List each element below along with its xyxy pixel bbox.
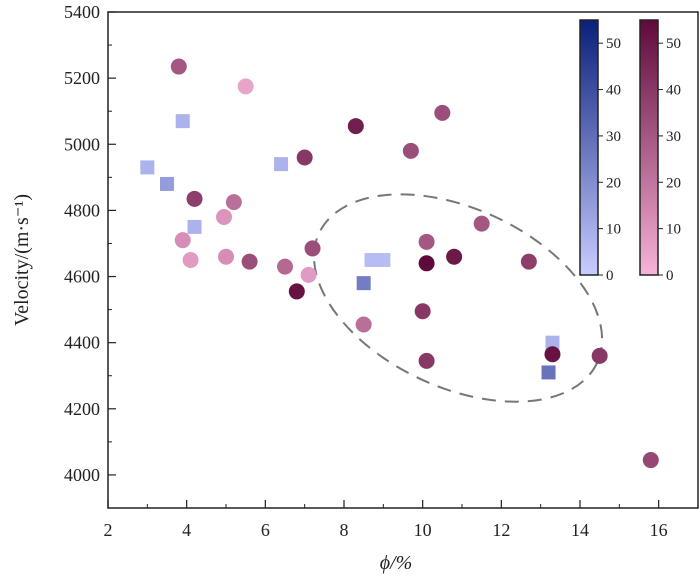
x-tick-label: 10: [414, 520, 432, 540]
data-point-square: [541, 365, 556, 380]
data-point-square: [545, 335, 560, 350]
data-point-circle: [225, 194, 242, 211]
plot-frame: [107, 11, 699, 509]
y-tick-label: 5400: [64, 2, 100, 22]
data-point-circle: [218, 248, 234, 265]
data-point-circle: [304, 240, 321, 257]
colorbar-tick-label: 50: [666, 36, 681, 52]
data-point-circle: [418, 255, 435, 272]
data-point-circle: [241, 253, 258, 270]
data-point-circle: [355, 316, 372, 333]
colorbar-tick-label: 10: [666, 222, 681, 238]
data-point-circle: [288, 283, 305, 300]
data-point-circle: [544, 346, 561, 363]
y-tick-label: 5000: [64, 134, 100, 154]
colorbar-square-series: 0 10 20 30 40 50: [579, 19, 621, 284]
colorbar-tick-label: 50: [606, 36, 621, 52]
data-point-circle: [591, 347, 608, 364]
y-tick-label: 5200: [64, 68, 100, 88]
data-point-circle: [402, 142, 419, 159]
data-point-circle: [174, 232, 191, 249]
y-tick-label: 4200: [64, 399, 100, 419]
x-tick-label: 14: [571, 520, 589, 540]
colorbars: 0 10 20 30 40 50 0 10 20 30 40 50: [579, 19, 681, 284]
data-point-circle: [414, 303, 431, 320]
colorbar-gradient: [579, 19, 599, 276]
data-point-square: [175, 114, 190, 129]
data-point-circle: [186, 190, 203, 207]
data-point-circle: [182, 252, 199, 268]
data-point-circle: [347, 118, 364, 135]
y-tick-label: 4000: [64, 465, 100, 485]
colorbar-tick-label: 10: [606, 222, 621, 238]
data-point-square: [187, 219, 202, 234]
x-tick-label: 6: [261, 520, 270, 540]
colorbar-tick-label: 20: [666, 175, 681, 191]
y-axis-label: Velocity/(m·s⁻¹): [11, 194, 33, 326]
data-point-square: [356, 276, 371, 291]
colorbar-tick-label: 0: [606, 268, 614, 284]
colorbar-tick-label: 40: [606, 83, 621, 99]
data-point-circle: [642, 452, 659, 469]
data-point-circle: [170, 58, 187, 75]
data-point-circle: [446, 248, 463, 265]
data-point-circle: [473, 215, 490, 232]
data-point-circle: [418, 352, 435, 369]
colorbar-tick-label: 20: [606, 175, 621, 191]
data-point-square: [160, 176, 174, 191]
data-point-circle: [434, 104, 451, 121]
x-tick-label: 2: [104, 520, 113, 540]
colorbar-tick-label: 0: [666, 268, 674, 284]
data-point-circle: [296, 149, 313, 166]
data-point-circle: [216, 209, 233, 226]
colorbar-circle-series: 0 10 20 30 40 50: [639, 19, 681, 284]
data-point-circle: [300, 266, 317, 283]
y-tick-label: 4400: [64, 333, 100, 353]
y-axis: 4000 4200 4400 4600 4800 5000 5200 5400: [64, 2, 116, 509]
points-layer: [140, 58, 659, 469]
x-axis-label: ϕ/%: [380, 552, 413, 574]
data-point-circle: [277, 258, 293, 275]
data-point-square: [140, 160, 155, 175]
x-tick-label: 8: [340, 520, 349, 540]
y-tick-label: 4600: [64, 267, 100, 287]
x-tick-label: 12: [492, 520, 510, 540]
colorbar-tick-label: 30: [666, 129, 681, 145]
x-tick-label: 16: [650, 520, 668, 540]
data-point-circle: [237, 78, 254, 95]
colorbar-tick-label: 30: [606, 129, 621, 145]
x-tick-label: 4: [182, 520, 191, 540]
data-point-square: [376, 253, 391, 267]
data-point-circle: [520, 253, 537, 270]
data-point-circle: [418, 233, 435, 250]
data-point-square: [364, 253, 379, 267]
y-tick-label: 4800: [64, 200, 100, 220]
x-axis: 2 4 6 8 10 12 14 16: [104, 500, 668, 540]
colorbar-gradient: [639, 19, 659, 276]
data-point-square: [274, 157, 289, 172]
colorbar-tick-label: 40: [666, 83, 681, 99]
